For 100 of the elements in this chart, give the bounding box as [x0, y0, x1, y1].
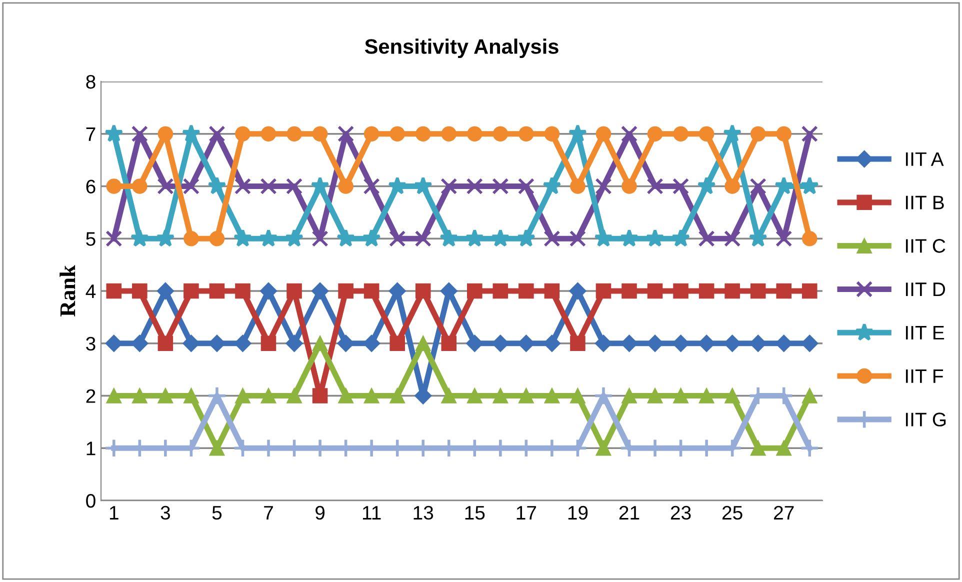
y-tick-label: 5	[86, 232, 96, 246]
point	[776, 126, 792, 142]
point	[233, 228, 252, 247]
legend-label: IIT D	[906, 282, 946, 296]
point	[364, 388, 380, 404]
point	[158, 126, 174, 142]
point	[570, 336, 586, 352]
point	[518, 283, 534, 299]
x-tick-label: 27	[774, 506, 794, 520]
point	[671, 228, 690, 247]
point	[105, 334, 122, 352]
point	[260, 336, 276, 352]
point	[622, 283, 637, 299]
x-tick-label: 19	[568, 506, 588, 520]
point	[569, 230, 586, 247]
point	[544, 283, 560, 299]
point	[647, 126, 663, 142]
point	[467, 283, 482, 299]
x-tick-label: 23	[670, 506, 691, 520]
point	[414, 176, 432, 194]
point	[492, 126, 508, 142]
point	[235, 126, 250, 142]
point	[698, 126, 714, 142]
point	[338, 388, 354, 404]
point	[209, 230, 225, 246]
point	[518, 388, 534, 404]
point	[312, 126, 328, 142]
point	[157, 178, 174, 195]
point	[516, 228, 536, 247]
x-tick-label: 21	[619, 506, 640, 520]
point	[337, 126, 354, 142]
point	[802, 230, 818, 246]
x-tick-label: 3	[160, 506, 170, 520]
point	[594, 386, 614, 406]
point	[723, 124, 742, 142]
legend-label: IIT G	[906, 412, 946, 426]
point	[260, 178, 277, 195]
point	[415, 336, 431, 352]
point	[518, 178, 535, 195]
point	[440, 228, 458, 247]
point	[286, 178, 303, 195]
point	[441, 388, 457, 404]
point	[286, 388, 302, 404]
point	[646, 228, 664, 247]
point	[750, 283, 766, 299]
point	[235, 283, 250, 299]
point	[673, 283, 688, 299]
point	[440, 282, 458, 300]
point	[698, 283, 714, 299]
point	[646, 178, 664, 195]
point	[184, 230, 199, 246]
point	[724, 230, 741, 247]
point	[106, 388, 122, 404]
point	[570, 388, 586, 404]
point	[363, 334, 380, 352]
point	[698, 230, 715, 247]
point	[388, 176, 407, 194]
point	[390, 126, 405, 142]
point	[750, 440, 766, 456]
point	[312, 336, 328, 352]
point	[364, 126, 380, 142]
point	[131, 126, 148, 142]
point	[234, 334, 252, 352]
point	[620, 334, 638, 352]
point	[364, 283, 380, 299]
y-tick-label: 8	[86, 74, 96, 89]
point	[801, 334, 818, 352]
point	[209, 440, 225, 456]
point	[362, 228, 381, 247]
legend-label: IIT C	[906, 239, 946, 253]
point	[312, 230, 328, 247]
point	[620, 228, 639, 247]
point	[800, 176, 819, 194]
point	[724, 388, 740, 404]
point	[312, 388, 328, 404]
point	[518, 126, 534, 142]
point	[311, 282, 329, 300]
point	[802, 388, 818, 404]
legend-label: IIT B	[906, 196, 944, 210]
point	[260, 126, 276, 142]
point	[415, 283, 431, 299]
point	[595, 178, 612, 195]
point	[776, 230, 792, 247]
point	[260, 282, 278, 300]
point	[207, 386, 227, 406]
point	[286, 283, 302, 299]
point	[466, 178, 483, 195]
point	[441, 336, 457, 352]
y-tick-label: 3	[86, 336, 96, 351]
point	[440, 178, 458, 195]
point	[106, 283, 122, 299]
x-tick-label: 1	[110, 506, 118, 520]
legend-label: IIT E	[906, 326, 944, 340]
x-tick-label: 9	[316, 506, 325, 520]
point	[542, 176, 562, 194]
point	[647, 388, 663, 404]
point	[800, 438, 820, 458]
point	[673, 388, 688, 404]
point	[544, 126, 560, 142]
point	[390, 388, 405, 404]
